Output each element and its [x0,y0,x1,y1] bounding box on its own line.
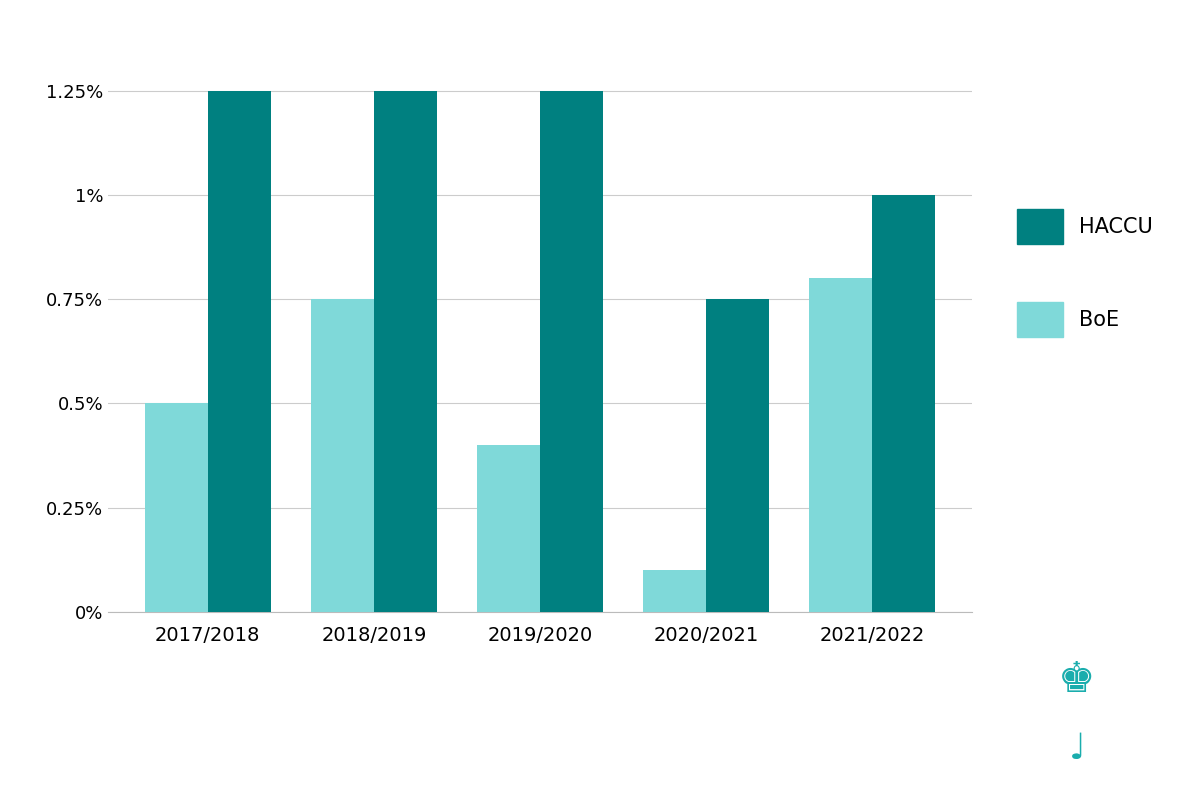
Bar [208,90,271,612]
Bar [872,195,936,612]
Bar [144,403,208,612]
Bar [706,299,769,612]
Text: Harp and Crown DIVIDEND Vs Bank of England: Harp and Crown DIVIDEND Vs Bank of Engla… [116,669,844,697]
Bar [374,90,437,612]
Bar [643,570,706,612]
Legend: HACCU, BoE: HACCU, BoE [1016,210,1153,338]
Text: (BoE) base rate over the past 5 years.: (BoE) base rate over the past 5 years. [181,738,779,766]
Bar [809,278,872,612]
Text: ♩: ♩ [1068,733,1086,766]
Bar [311,299,374,612]
Bar [476,445,540,612]
Bar [540,90,604,612]
Text: ♚: ♚ [1058,659,1096,701]
